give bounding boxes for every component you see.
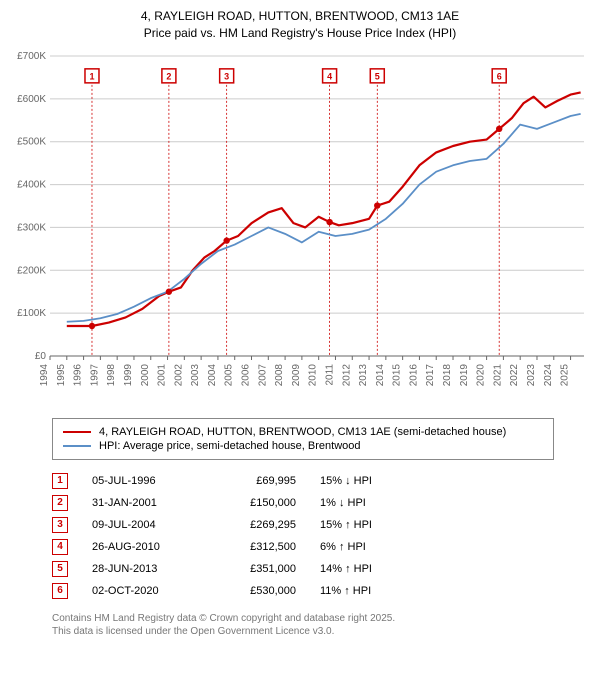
svg-text:2011: 2011 bbox=[324, 363, 335, 385]
svg-text:3: 3 bbox=[224, 71, 229, 81]
svg-text:6: 6 bbox=[497, 71, 502, 81]
sale-price: £150,000 bbox=[216, 497, 296, 509]
svg-text:2006: 2006 bbox=[241, 363, 252, 386]
svg-text:£0: £0 bbox=[35, 351, 47, 362]
svg-text:£200K: £200K bbox=[17, 265, 46, 276]
sale-marker: 3 bbox=[52, 517, 68, 533]
sale-diff: 14% ↑ HPI bbox=[320, 563, 400, 575]
chart-plot: £0 £100K £200K £300K £400K £500K £600K £700K 199… bbox=[12, 46, 588, 406]
legend-swatch bbox=[63, 431, 91, 433]
sale-price: £269,295 bbox=[216, 519, 296, 531]
svg-text:2017: 2017 bbox=[425, 363, 436, 386]
sale-date: 05-JUL-1996 bbox=[92, 475, 192, 487]
svg-text:2001: 2001 bbox=[157, 363, 168, 386]
sale-diff: 15% ↓ HPI bbox=[320, 475, 400, 487]
sale-diff: 11% ↑ HPI bbox=[320, 585, 400, 597]
svg-text:2014: 2014 bbox=[375, 363, 386, 386]
sale-marker: 1 bbox=[52, 473, 68, 489]
svg-text:2012: 2012 bbox=[341, 363, 352, 386]
sale-diff: 15% ↑ HPI bbox=[320, 519, 400, 531]
sale-marker: 6 bbox=[52, 583, 68, 599]
legend-label: HPI: Average price, semi-detached house,… bbox=[99, 440, 361, 452]
svg-text:2000: 2000 bbox=[140, 363, 151, 386]
footer-text: Contains HM Land Registry data © Crown c… bbox=[52, 612, 588, 638]
sale-marker: 2 bbox=[52, 495, 68, 511]
sale-price: £312,500 bbox=[216, 541, 296, 553]
svg-text:£500K: £500K bbox=[17, 136, 46, 147]
svg-text:2020: 2020 bbox=[476, 363, 487, 386]
sale-row: 1 05-JUL-1996 £69,995 15% ↓ HPI bbox=[52, 470, 588, 492]
sale-price: £69,995 bbox=[216, 475, 296, 487]
svg-text:£400K: £400K bbox=[17, 179, 46, 190]
svg-text:£100K: £100K bbox=[17, 308, 46, 319]
footer-line-1: Contains HM Land Registry data © Crown c… bbox=[52, 612, 588, 625]
svg-text:2002: 2002 bbox=[173, 363, 184, 386]
svg-text:2004: 2004 bbox=[207, 363, 218, 386]
legend-swatch bbox=[63, 445, 91, 447]
sale-price: £530,000 bbox=[216, 585, 296, 597]
chart-title: 4, RAYLEIGH ROAD, HUTTON, BRENTWOOD, CM1… bbox=[12, 8, 588, 42]
svg-text:2005: 2005 bbox=[224, 363, 235, 386]
svg-text:4: 4 bbox=[327, 71, 332, 81]
svg-text:2023: 2023 bbox=[526, 363, 537, 386]
sale-row: 3 09-JUL-2004 £269,295 15% ↑ HPI bbox=[52, 514, 588, 536]
svg-text:2016: 2016 bbox=[408, 363, 419, 386]
svg-text:2: 2 bbox=[166, 71, 171, 81]
sale-row: 4 26-AUG-2010 £312,500 6% ↑ HPI bbox=[52, 536, 588, 558]
svg-text:£700K: £700K bbox=[17, 51, 46, 62]
svg-text:2009: 2009 bbox=[291, 363, 302, 386]
sale-diff: 1% ↓ HPI bbox=[320, 497, 400, 509]
svg-text:1996: 1996 bbox=[73, 363, 84, 386]
legend-item: 4, RAYLEIGH ROAD, HUTTON, BRENTWOOD, CM1… bbox=[63, 425, 543, 439]
sale-row: 6 02-OCT-2020 £530,000 11% ↑ HPI bbox=[52, 580, 588, 602]
svg-text:2021: 2021 bbox=[492, 363, 503, 386]
svg-text:2025: 2025 bbox=[560, 363, 571, 386]
legend-item: HPI: Average price, semi-detached house,… bbox=[63, 439, 543, 453]
sale-row: 2 31-JAN-2001 £150,000 1% ↓ HPI bbox=[52, 492, 588, 514]
sale-date: 02-OCT-2020 bbox=[92, 585, 192, 597]
svg-text:1999: 1999 bbox=[123, 363, 134, 386]
svg-text:2010: 2010 bbox=[308, 363, 319, 386]
sale-date: 31-JAN-2001 bbox=[92, 497, 192, 509]
legend-box: 4, RAYLEIGH ROAD, HUTTON, BRENTWOOD, CM1… bbox=[52, 418, 554, 460]
svg-text:1997: 1997 bbox=[89, 363, 100, 386]
svg-text:2022: 2022 bbox=[509, 363, 520, 386]
svg-text:£300K: £300K bbox=[17, 222, 46, 233]
title-line-1: 4, RAYLEIGH ROAD, HUTTON, BRENTWOOD, CM1… bbox=[12, 8, 588, 25]
footer-line-2: This data is licensed under the Open Gov… bbox=[52, 625, 588, 638]
svg-text:2024: 2024 bbox=[543, 363, 554, 386]
title-line-2: Price paid vs. HM Land Registry's House … bbox=[12, 25, 588, 42]
svg-text:2007: 2007 bbox=[257, 363, 268, 386]
sale-marker: 4 bbox=[52, 539, 68, 555]
sale-date: 09-JUL-2004 bbox=[92, 519, 192, 531]
sale-marker: 5 bbox=[52, 561, 68, 577]
legend-label: 4, RAYLEIGH ROAD, HUTTON, BRENTWOOD, CM1… bbox=[99, 426, 506, 438]
svg-text:2019: 2019 bbox=[459, 363, 470, 386]
svg-text:5: 5 bbox=[375, 71, 380, 81]
sale-row: 5 28-JUN-2013 £351,000 14% ↑ HPI bbox=[52, 558, 588, 580]
svg-text:2008: 2008 bbox=[274, 363, 285, 386]
svg-text:1994: 1994 bbox=[39, 363, 50, 386]
svg-text:2015: 2015 bbox=[392, 363, 403, 386]
svg-text:2018: 2018 bbox=[442, 363, 453, 386]
svg-text:£600K: £600K bbox=[17, 93, 46, 104]
sale-date: 26-AUG-2010 bbox=[92, 541, 192, 553]
chart-container: 4, RAYLEIGH ROAD, HUTTON, BRENTWOOD, CM1… bbox=[0, 0, 600, 646]
sale-date: 28-JUN-2013 bbox=[92, 563, 192, 575]
svg-text:1998: 1998 bbox=[106, 363, 117, 386]
sale-diff: 6% ↑ HPI bbox=[320, 541, 400, 553]
svg-text:1: 1 bbox=[89, 71, 94, 81]
svg-text:1995: 1995 bbox=[56, 363, 67, 386]
svg-text:2003: 2003 bbox=[190, 363, 201, 386]
sales-table: 1 05-JUL-1996 £69,995 15% ↓ HPI 2 31-JAN-2001… bbox=[52, 470, 588, 602]
svg-text:2013: 2013 bbox=[358, 363, 369, 386]
sale-price: £351,000 bbox=[216, 563, 296, 575]
